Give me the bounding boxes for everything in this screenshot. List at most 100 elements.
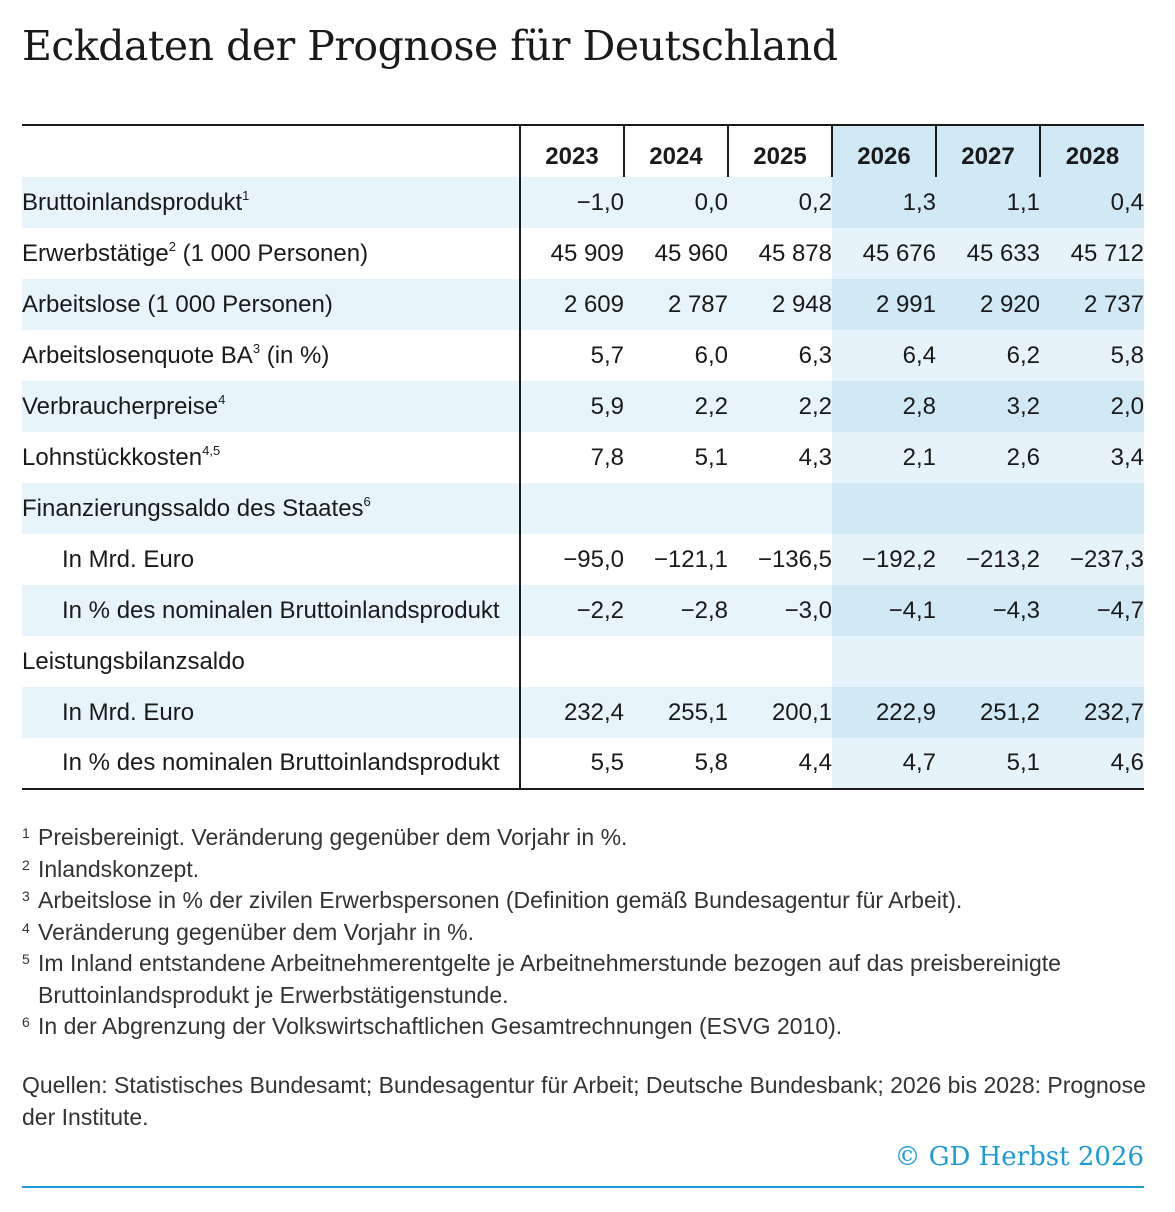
footnote-text: Arbeitslose in % der zivilen Erwerbspers… [38,887,963,913]
row-label-text: Finanzierungssaldo des Staates [22,494,364,522]
forecast-table: 2023 2024 2025 2026 2027 2028 Bruttoinla… [22,124,1144,790]
table-cell: 200,1 [728,687,832,738]
table-cell: 251,2 [936,687,1040,738]
table-cell: −2,2 [520,585,624,636]
row-label-suffix: (in %) [260,341,330,369]
table-cell: 255,1 [624,687,728,738]
footnote-ref: 4 [218,391,226,407]
table-cell: 5,1 [624,432,728,483]
table-cell: −3,0 [728,585,832,636]
table-cell: 5,1 [936,738,1040,790]
footnote: 2 Inlandskonzept. [22,854,1152,886]
table-cell: 4,7 [832,738,936,790]
table-cell: −4,7 [1040,585,1144,636]
table-header-row: 2023 2024 2025 2026 2027 2028 [22,124,1144,177]
header-label-cell [22,124,520,177]
table-cell: −192,2 [832,534,936,585]
table-cell: 3,2 [936,381,1040,432]
table-cell: 2,1 [832,432,936,483]
footnote-text: Inlandskonzept. [38,855,200,882]
footnote-mark: 6 [22,1014,30,1030]
footnote-mark: 4 [22,919,30,936]
table-cell: 2,0 [1040,381,1144,432]
table-cell: 6,3 [728,330,832,381]
row-label-text: In Mrd. Euro [62,545,195,573]
table-cell: 45 960 [624,228,728,279]
table-cell: −1,0 [520,177,624,228]
table-cell: 5,5 [520,738,624,790]
table-cell: 222,9 [832,687,936,738]
footnote-mark: 5 [22,951,30,967]
row-label: In Mrd. Euro [22,687,521,738]
row-label-text: In Mrd. Euro [62,698,195,726]
table-cell: −4,1 [832,585,936,636]
table-cell: 2 991 [832,279,936,330]
table-cell: 2,2 [624,381,728,432]
row-label-text: Erwerbstätige [22,239,169,267]
table-row: Erwerbstätige2 (1 000 Personen) 45 909 45 … [22,228,1144,279]
footnote-mark: 2 [22,856,30,873]
header-year: 2026 [831,124,936,177]
table-cell: 2,2 [728,381,832,432]
footnote: 4 Veränderung gegenüber dem Vorjahr in %. [22,917,1152,949]
table-cell: 2,8 [832,381,936,432]
table-cell [520,636,624,687]
table-row: Lohnstückkosten4,5 7,8 5,1 4,3 2,1 2,6 3,4 [22,432,1144,483]
table-cell: 2 787 [624,279,728,330]
table-cell: 2 609 [520,279,624,330]
table-cell: 5,8 [1040,330,1144,381]
header-year: 2025 [727,124,832,177]
row-label-suffix: (1 000 Personen) [175,239,369,267]
table-cell: 0,4 [1040,177,1144,228]
table-cell: −136,5 [728,534,832,585]
table-row: In Mrd. Euro 232,4 255,1 200,1 222,9 251,2 232… [22,687,1144,738]
table-cell: 232,7 [1040,687,1144,738]
row-label: Lohnstückkosten4,5 [22,432,521,483]
table-cell: 5,8 [624,738,728,790]
table-cell: 6,2 [936,330,1040,381]
footnote-text: Preisbereinigt. Veränderung gegenüber de… [38,824,628,850]
row-label: Verbraucherpreise4 [22,381,521,432]
table-cell [728,483,832,534]
table-row: In % des nominalen Bruttoinlandsprodukt −… [22,585,1144,636]
row-label-text: Arbeitslose (1 000 Personen) [22,290,333,318]
table-cell: 1,1 [936,177,1040,228]
footnote-text: Veränderung gegenüber dem Vorjahr in %. [38,918,475,945]
copyright: © GD Herbst 2026 [894,1142,1144,1172]
row-label: In % des nominalen Bruttoinlandsprodukt [22,738,521,790]
row-label-text: Arbeitslosenquote BA [22,341,253,369]
table-cell: 45 633 [936,228,1040,279]
table-cell: −121,1 [624,534,728,585]
table-cell: 4,3 [728,432,832,483]
row-label: Arbeitslosenquote BA3 (in %) [22,330,521,381]
table-cell: 45 676 [832,228,936,279]
footnote-ref: 6 [363,493,371,509]
table-row: In % des nominalen Bruttoinlandsprodukt 5… [22,738,1144,790]
footnote-ref: 3 [252,340,261,356]
table-cell [728,636,832,687]
header-year: 2027 [935,124,1040,177]
table-cell [936,636,1040,687]
row-label: Leistungsbilanzsaldo [22,636,521,687]
table-cell: 6,4 [832,330,936,381]
row-label-text: Leistungsbilanzsaldo [22,647,245,675]
sources-note: Quellen: Statistisches Bundesamt; Bundes… [22,1072,1146,1130]
row-label-text: Verbraucherpreise [22,392,219,420]
table-row: Finanzierungssaldo des Staates6 [22,483,1144,534]
table-cell [520,483,624,534]
footnote: 5 Im Inland entstandene Arbeitnehmerentge… [22,948,1152,1011]
footnote-text: Im Inland entstandene Arbeitnehmerentgel… [38,950,1061,1008]
page-title: Eckdaten der Prognose für Deutschland [22,22,838,70]
row-label: In Mrd. Euro [22,534,521,585]
row-label-text: In % des nominalen Bruttoinlandsprodukt [62,749,500,776]
bottom-rule [22,1186,1144,1188]
footnote: 6 In der Abgrenzung der Volkswirtschaftli… [22,1011,1152,1043]
footnotes: 1 Preisbereinigt. Veränderung gegenüber d… [22,822,1152,1043]
table-cell: 232,4 [520,687,624,738]
footnote-mark: 1 [22,825,30,841]
table-cell: 45 909 [520,228,624,279]
header-year: 2023 [519,124,624,177]
table-row: In Mrd. Euro −95,0 −121,1 −136,5 −192,2 −213,… [22,534,1144,585]
table-cell: 5,7 [520,330,624,381]
header-year: 2028 [1039,124,1144,177]
